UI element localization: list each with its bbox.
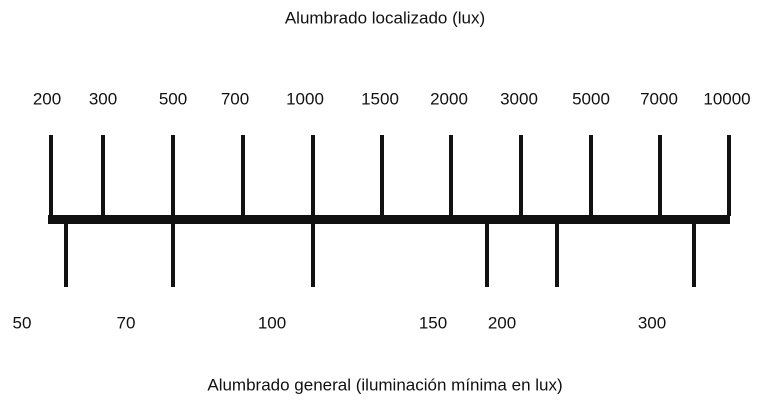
top-label: 5000 — [572, 89, 610, 108]
bottom-label: 300 — [638, 313, 666, 332]
bottom-label: 50 — [13, 313, 32, 332]
top-label: 700 — [221, 89, 249, 108]
bottom-label: 100 — [258, 313, 286, 332]
top-label: 1000 — [286, 89, 324, 108]
top-label: 1500 — [361, 89, 399, 108]
top-label: 200 — [33, 89, 61, 108]
scale-bar — [48, 215, 730, 224]
top-label: 300 — [89, 89, 117, 108]
top-label: 7000 — [640, 89, 678, 108]
top-label: 3000 — [500, 89, 538, 108]
bottom-label: 150 — [419, 313, 447, 332]
bottom-title: Alumbrado general (iluminación mínima en… — [207, 375, 562, 394]
top-title: Alumbrado localizado (lux) — [285, 8, 485, 27]
top-label: 2000 — [430, 89, 468, 108]
top-label: 500 — [159, 89, 187, 108]
top-label: 10000 — [703, 89, 750, 108]
bottom-label: 200 — [488, 313, 516, 332]
bottom-label: 70 — [117, 313, 136, 332]
